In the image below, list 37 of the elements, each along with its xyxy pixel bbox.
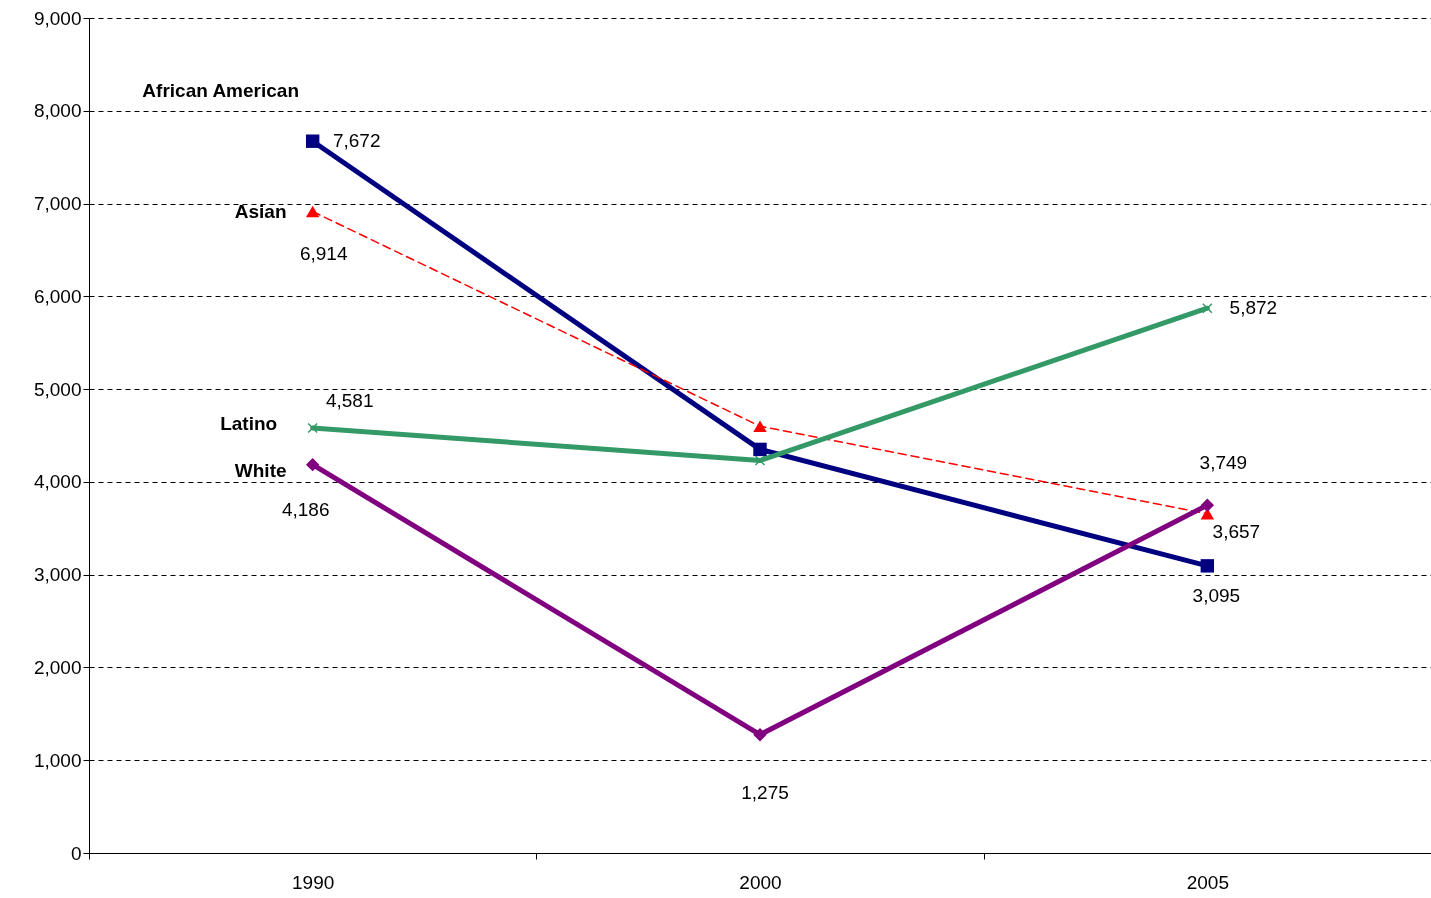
data-label: 4,186 bbox=[281, 498, 330, 520]
point bbox=[1200, 559, 1215, 573]
data-label: 1,275 bbox=[741, 781, 789, 803]
point bbox=[754, 455, 766, 466]
data-label: 6,914 bbox=[299, 242, 348, 264]
point bbox=[1200, 498, 1215, 512]
point bbox=[753, 728, 767, 742]
data-label: 4,581 bbox=[325, 389, 374, 411]
point bbox=[753, 442, 767, 457]
y-tick-label: 8,000 bbox=[33, 100, 82, 122]
data-label: 7,672 bbox=[332, 130, 381, 152]
x-tick-label: 2000 bbox=[739, 871, 782, 893]
point bbox=[305, 205, 320, 218]
data-label: 3,749 bbox=[1199, 452, 1248, 474]
series-label: Asian bbox=[234, 200, 287, 222]
y-tick-label: 7,000 bbox=[33, 193, 82, 215]
y-tick-label: 9,000 bbox=[33, 7, 82, 29]
y-tick-label: 1,000 bbox=[33, 749, 82, 771]
y-tick-label: 3,000 bbox=[33, 564, 82, 586]
y-tick-label: 0 bbox=[70, 842, 82, 864]
y-tick-label: 2,000 bbox=[33, 656, 82, 678]
data-label: 5,872 bbox=[1229, 297, 1278, 319]
series-label: White bbox=[234, 459, 287, 481]
series-label: African American bbox=[142, 80, 299, 102]
data-label: 3,095 bbox=[1192, 584, 1241, 606]
x-tick-label: 2005 bbox=[1186, 871, 1229, 893]
y-tick-label: 5,000 bbox=[33, 378, 82, 400]
y-tick-label: 6,000 bbox=[33, 285, 82, 307]
data-label: 3,657 bbox=[1212, 520, 1261, 542]
point bbox=[305, 457, 320, 472]
point bbox=[307, 422, 318, 434]
y-tick-label: 4,000 bbox=[33, 471, 82, 493]
x-tick-label: 1990 bbox=[292, 871, 335, 893]
point bbox=[753, 420, 767, 433]
point bbox=[1202, 302, 1213, 314]
series-label: Latino bbox=[220, 412, 278, 434]
point bbox=[305, 134, 320, 148]
